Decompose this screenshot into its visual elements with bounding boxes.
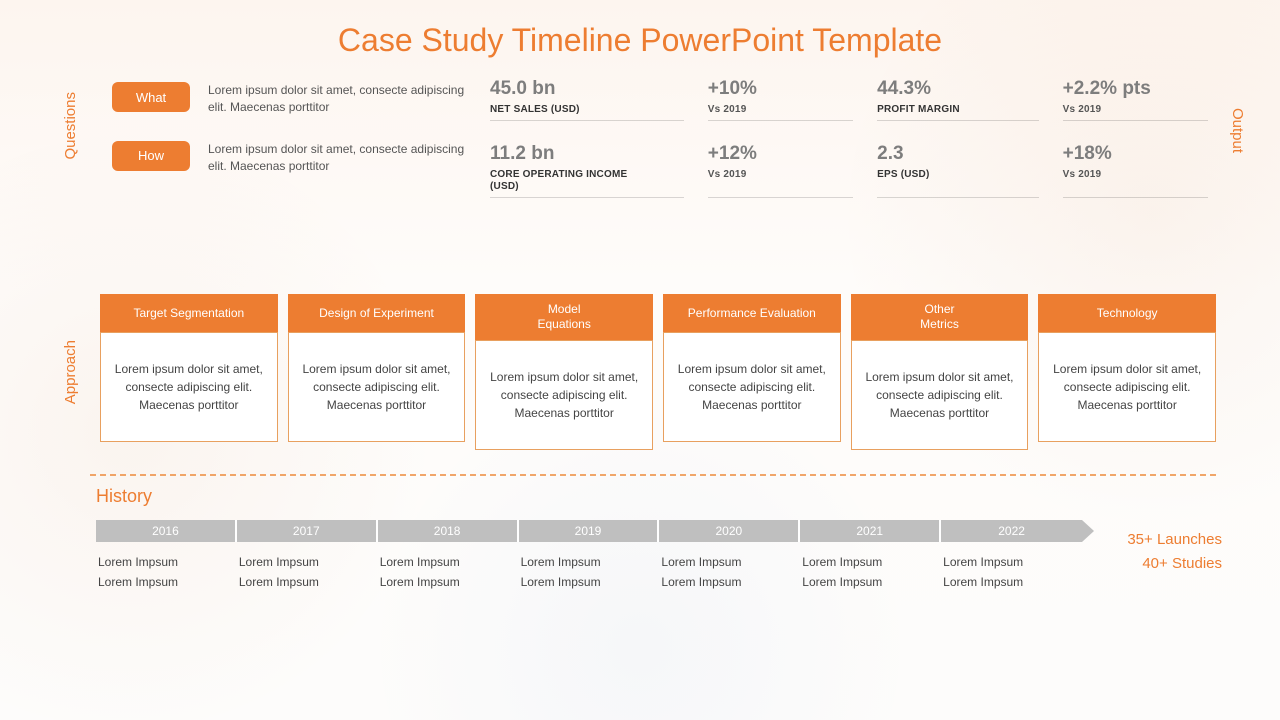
card-body: Lorem ipsum dolor sit amet, consecte adi… <box>100 332 278 442</box>
timeline-year: 2021 <box>800 520 941 542</box>
approach-card: OtherMetrics Lorem ipsum dolor sit amet,… <box>851 294 1029 450</box>
timeline-col: Lorem Impsum Lorem Impsum <box>941 552 1082 593</box>
summary-line: 40+ Studies <box>1127 552 1222 576</box>
metric-value: 11.2 bn <box>490 143 684 165</box>
timeline-col: Lorem Impsum Lorem Impsum <box>237 552 378 593</box>
timeline-item: Lorem Impsum <box>239 552 378 572</box>
timeline-year: 2022 <box>941 520 1082 542</box>
approach-grid: Target Segmentation Lorem ipsum dolor si… <box>100 294 1216 450</box>
page-title: Case Study Timeline PowerPoint Template <box>0 0 1280 59</box>
history-title: History <box>96 486 152 507</box>
metric-value: +10% <box>708 78 853 100</box>
metric-label: Vs 2019 <box>708 169 853 181</box>
timeline-col: Lorem Impsum Lorem Impsum <box>519 552 660 593</box>
card-header: Target Segmentation <box>100 294 278 332</box>
timeline-item: Lorem Impsum <box>521 552 660 572</box>
metrics-grid: 45.0 bn NET SALES (USD) +10% Vs 2019 44.… <box>490 78 1208 198</box>
metric-value: +2.2% pts <box>1063 78 1208 100</box>
timeline-item: Lorem Impsum <box>661 552 800 572</box>
metric-label: CORE OPERATING INCOME (USD) <box>490 169 640 193</box>
card-header: Performance Evaluation <box>663 294 841 332</box>
metric-label: NET SALES (USD) <box>490 104 640 116</box>
question-text: Lorem ipsum dolor sit amet, consecte adi… <box>208 82 472 117</box>
card-body: Lorem ipsum dolor sit amet, consecte adi… <box>851 340 1029 450</box>
metric-vs-2019: +2.2% pts Vs 2019 <box>1063 78 1208 121</box>
timeline-year: 2018 <box>378 520 519 542</box>
timeline-bar: 2016 2017 2018 2019 2020 2021 2022 <box>96 520 1082 542</box>
metric-vs-2019: +10% Vs 2019 <box>708 78 853 121</box>
metric-label: Vs 2019 <box>708 104 853 116</box>
metric-label: EPS (USD) <box>877 169 1027 181</box>
metric-vs-2019: +12% Vs 2019 <box>708 143 853 198</box>
timeline-col: Lorem Impsum Lorem Impsum <box>96 552 237 593</box>
approach-card: Technology Lorem ipsum dolor sit amet, c… <box>1038 294 1216 450</box>
timeline-item: Lorem Impsum <box>521 572 660 592</box>
timeline-year: 2020 <box>659 520 800 542</box>
timeline-col: Lorem Impsum Lorem Impsum <box>378 552 519 593</box>
timeline-item: Lorem Impsum <box>943 552 1082 572</box>
timeline-year: 2017 <box>237 520 378 542</box>
timeline: 2016 2017 2018 2019 2020 2021 2022 Lorem… <box>96 520 1082 593</box>
section-label-output: Output <box>1229 108 1246 153</box>
approach-card: Design of Experiment Lorem ipsum dolor s… <box>288 294 466 450</box>
metric-label: PROFIT MARGIN <box>877 104 1027 116</box>
metric-eps: 2.3 EPS (USD) <box>877 143 1039 198</box>
question-tag-how: How <box>112 141 190 171</box>
timeline-col: Lorem Impsum Lorem Impsum <box>800 552 941 593</box>
card-body: Lorem ipsum dolor sit amet, consecte adi… <box>663 332 841 442</box>
metric-value: 44.3% <box>877 78 1039 100</box>
metric-value: +12% <box>708 143 853 165</box>
approach-card: Performance Evaluation Lorem ipsum dolor… <box>663 294 841 450</box>
timeline-year: 2019 <box>519 520 660 542</box>
metric-value: 45.0 bn <box>490 78 684 100</box>
metric-profit-margin: 44.3% PROFIT MARGIN <box>877 78 1039 121</box>
metric-value: +18% <box>1063 143 1208 165</box>
metric-net-sales: 45.0 bn NET SALES (USD) <box>490 78 684 121</box>
timeline-item: Lorem Impsum <box>98 552 237 572</box>
approach-card: ModelEquations Lorem ipsum dolor sit ame… <box>475 294 653 450</box>
question-tag-what: What <box>112 82 190 112</box>
history-summary: 35+ Launches 40+ Studies <box>1127 528 1222 576</box>
approach-card: Target Segmentation Lorem ipsum dolor si… <box>100 294 278 450</box>
timeline-item: Lorem Impsum <box>380 572 519 592</box>
card-header: ModelEquations <box>475 294 653 340</box>
card-body: Lorem ipsum dolor sit amet, consecte adi… <box>288 332 466 442</box>
timeline-year: 2016 <box>96 520 237 542</box>
section-label-approach: Approach <box>62 340 79 404</box>
timeline-col: Lorem Impsum Lorem Impsum <box>659 552 800 593</box>
metric-vs-2019: +18% Vs 2019 <box>1063 143 1208 198</box>
metric-value: 2.3 <box>877 143 1039 165</box>
card-body: Lorem ipsum dolor sit amet, consecte adi… <box>1038 332 1216 442</box>
timeline-item: Lorem Impsum <box>802 552 941 572</box>
timeline-item: Lorem Impsum <box>802 572 941 592</box>
timeline-item: Lorem Impsum <box>380 552 519 572</box>
question-row: What Lorem ipsum dolor sit amet, consect… <box>112 82 472 117</box>
card-header: Technology <box>1038 294 1216 332</box>
question-row: How Lorem ipsum dolor sit amet, consecte… <box>112 141 472 176</box>
timeline-item: Lorem Impsum <box>98 572 237 592</box>
metric-core-income: 11.2 bn CORE OPERATING INCOME (USD) <box>490 143 684 198</box>
timeline-item: Lorem Impsum <box>943 572 1082 592</box>
summary-line: 35+ Launches <box>1127 528 1222 552</box>
section-label-questions: Questions <box>62 92 79 160</box>
card-header: OtherMetrics <box>851 294 1029 340</box>
card-header: Design of Experiment <box>288 294 466 332</box>
metric-label: Vs 2019 <box>1063 169 1208 181</box>
question-text: Lorem ipsum dolor sit amet, consecte adi… <box>208 141 472 176</box>
section-divider <box>90 474 1216 476</box>
card-body: Lorem ipsum dolor sit amet, consecte adi… <box>475 340 653 450</box>
timeline-item: Lorem Impsum <box>239 572 378 592</box>
questions-block: What Lorem ipsum dolor sit amet, consect… <box>112 82 472 200</box>
metric-label: Vs 2019 <box>1063 104 1208 116</box>
timeline-items: Lorem Impsum Lorem Impsum Lorem Impsum L… <box>96 552 1082 593</box>
timeline-item: Lorem Impsum <box>661 572 800 592</box>
